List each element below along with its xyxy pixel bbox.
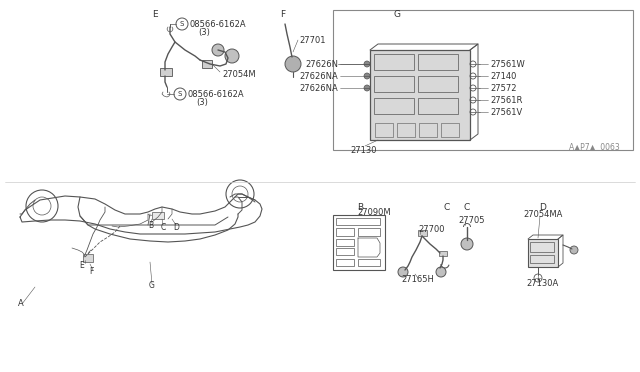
- Text: E: E: [152, 10, 158, 19]
- Bar: [202, 60, 212, 68]
- Text: 27130A: 27130A: [527, 279, 559, 289]
- Bar: [333, 215, 385, 270]
- Text: 27140: 27140: [490, 71, 516, 80]
- Bar: [419, 123, 437, 137]
- Bar: [374, 54, 414, 70]
- Text: 27701: 27701: [299, 35, 326, 45]
- Text: S: S: [180, 21, 184, 27]
- Bar: [336, 218, 380, 225]
- Text: C: C: [161, 222, 166, 231]
- Bar: [336, 228, 354, 236]
- Text: C: C: [444, 202, 450, 212]
- Bar: [336, 259, 354, 266]
- Text: C: C: [464, 202, 470, 212]
- Text: 27054M: 27054M: [222, 70, 255, 78]
- Text: (3): (3): [196, 97, 208, 106]
- Bar: [374, 76, 414, 92]
- Text: 27572: 27572: [490, 83, 516, 93]
- Text: A: A: [18, 299, 24, 308]
- Bar: [336, 248, 354, 255]
- Circle shape: [398, 267, 408, 277]
- Text: D: D: [540, 202, 547, 212]
- Circle shape: [461, 238, 473, 250]
- Text: 27626N: 27626N: [305, 60, 338, 68]
- Bar: [370, 50, 470, 140]
- Text: 27130: 27130: [350, 145, 376, 154]
- Circle shape: [225, 49, 239, 63]
- Text: F: F: [280, 10, 285, 19]
- Bar: [375, 123, 393, 137]
- Bar: [374, 98, 414, 114]
- Text: 27705: 27705: [458, 215, 484, 224]
- Text: 27561V: 27561V: [490, 108, 522, 116]
- Text: 08566-6162A: 08566-6162A: [188, 90, 244, 99]
- Text: A▲P7▲  0063: A▲P7▲ 0063: [569, 142, 620, 151]
- Text: G: G: [394, 10, 401, 19]
- Bar: [333, 10, 633, 150]
- Bar: [358, 228, 380, 236]
- Text: E: E: [79, 260, 84, 269]
- Text: 27700: 27700: [418, 224, 445, 234]
- Text: 08566-6162A: 08566-6162A: [190, 19, 246, 29]
- Text: B: B: [357, 202, 363, 212]
- Bar: [418, 230, 427, 236]
- Text: D: D: [173, 222, 179, 231]
- Bar: [418, 54, 458, 70]
- Circle shape: [436, 267, 446, 277]
- Bar: [160, 68, 172, 76]
- Circle shape: [364, 61, 370, 67]
- Text: 27626NA: 27626NA: [300, 71, 338, 80]
- Text: 27561R: 27561R: [490, 96, 522, 105]
- Text: S: S: [178, 91, 182, 97]
- Bar: [358, 259, 380, 266]
- Bar: [418, 76, 458, 92]
- Text: 27561W: 27561W: [490, 60, 525, 68]
- Circle shape: [212, 44, 224, 56]
- Text: F: F: [89, 267, 93, 276]
- Circle shape: [364, 85, 370, 91]
- Text: 27090M: 27090M: [357, 208, 390, 217]
- Bar: [418, 98, 458, 114]
- Bar: [397, 123, 415, 137]
- Text: G: G: [149, 282, 155, 291]
- Bar: [152, 212, 164, 219]
- Bar: [439, 251, 447, 256]
- Circle shape: [285, 56, 301, 72]
- Text: (3): (3): [198, 28, 210, 36]
- Text: 27165H: 27165H: [401, 276, 435, 285]
- Bar: [528, 239, 558, 267]
- Circle shape: [570, 246, 578, 254]
- Bar: [530, 255, 554, 263]
- Text: 27626NA: 27626NA: [300, 83, 338, 93]
- Text: 27054MA: 27054MA: [524, 209, 563, 218]
- Bar: [83, 254, 93, 262]
- Bar: [530, 242, 554, 252]
- Text: B: B: [148, 221, 154, 230]
- Circle shape: [364, 73, 370, 79]
- Bar: [336, 239, 354, 246]
- Bar: [441, 123, 459, 137]
